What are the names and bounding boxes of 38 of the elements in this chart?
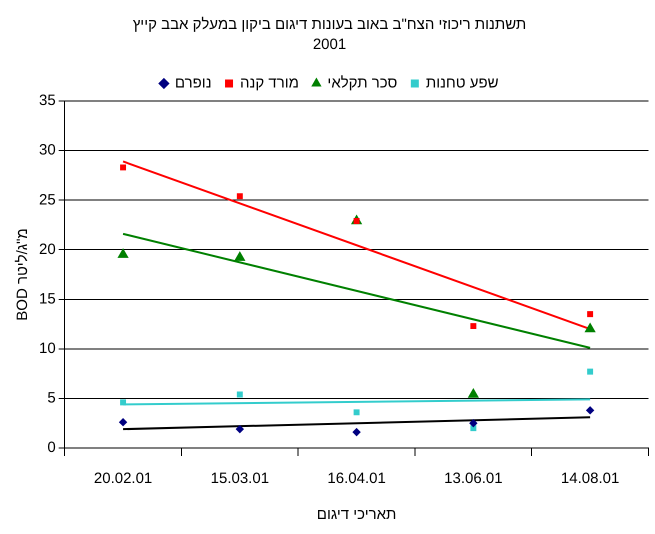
point [352,428,361,436]
point [118,248,128,258]
point [468,388,479,398]
legend-label: נופרם [174,74,212,92]
x-axis-title: תאריכי דיגום [316,506,396,524]
x-tick-label: 16.04.01 [327,470,386,488]
point [236,391,243,398]
x-tick-label: 20.02.01 [94,470,152,488]
point [584,323,596,332]
y-axis-title: BOD מ"ג/ליטר [14,228,32,321]
point [470,323,476,330]
point [120,164,126,170]
y-tick-label: 35 [38,92,56,110]
point [469,419,478,428]
y-tick-label: 0 [47,439,56,456]
y-tick-label: 20 [38,240,56,258]
x-tick-label: 13.06.01 [444,470,503,488]
y-tick-label: 25 [38,191,56,208]
legend-label: שפע טחנות [426,74,499,92]
x-tick-label: 15.03.01 [210,470,270,488]
point [120,399,126,406]
y-tick-label: 5 [47,390,56,407]
legend-label: סכר תקלאי [327,74,398,92]
y-tick-label: 30 [38,142,56,159]
point [354,409,360,416]
point [587,368,594,375]
point [587,311,594,318]
point [119,418,128,426]
legend-label: מורד קנה [240,74,299,92]
point [236,193,243,200]
point [586,406,594,414]
point [234,252,246,261]
y-tick-label: 10 [38,340,56,357]
y-tick-label: 15 [38,290,56,308]
point [236,425,244,434]
chart-subtitle: 2001 [312,36,346,54]
chart-title: תשתנות ריכוזי הצח"ב באוב בעונות דיגום ביקון במעלק אבב קייץ [132,16,526,34]
x-tick-label: 14.08.01 [560,470,620,488]
